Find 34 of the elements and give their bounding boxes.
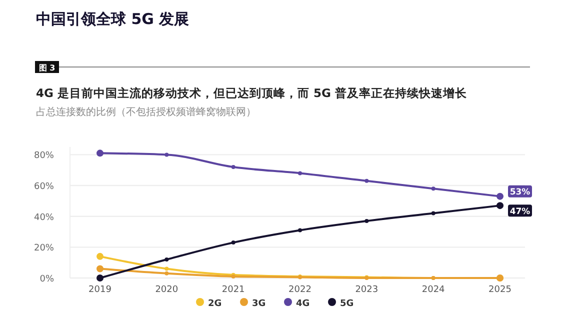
x-tick-label: 2020 bbox=[155, 285, 178, 295]
data-label: 53% bbox=[510, 188, 531, 198]
caption: 图 3 bbox=[38, 64, 56, 72]
x-tick-label: 2021 bbox=[222, 285, 245, 295]
legend-label: 5G bbox=[340, 299, 354, 309]
point bbox=[231, 240, 236, 245]
x-tick-label: 2024 bbox=[422, 285, 446, 295]
point bbox=[431, 186, 436, 191]
point bbox=[164, 152, 169, 157]
point bbox=[298, 228, 302, 232]
point bbox=[364, 178, 369, 183]
y-tick-label: 60% bbox=[34, 182, 54, 192]
y-tick-label: 20% bbox=[34, 244, 54, 254]
legend-label: 3G bbox=[252, 299, 266, 309]
x-tick-label: 2019 bbox=[88, 285, 112, 295]
x-tick-label: 2023 bbox=[355, 285, 378, 295]
point bbox=[231, 165, 236, 170]
point bbox=[164, 271, 169, 276]
x-tick-label: 2022 bbox=[288, 285, 312, 295]
legend-label: 4G bbox=[296, 299, 310, 309]
point bbox=[298, 171, 302, 176]
point bbox=[431, 211, 436, 216]
y-tick-label: 80% bbox=[34, 151, 54, 162]
point bbox=[364, 218, 369, 223]
y-tick-label: 40% bbox=[34, 212, 54, 223]
data-label: 47% bbox=[510, 206, 531, 217]
chart-title: 中国引领全球 5G 发展 bbox=[36, 10, 190, 28]
y-axis-title: 占总连接数的比例（不包括授权频谱蜂窝物联网） bbox=[36, 106, 256, 118]
point bbox=[164, 258, 169, 262]
x-tick-label: 2025 bbox=[488, 285, 512, 295]
point bbox=[164, 266, 169, 271]
legend-label: 2G bbox=[208, 299, 222, 309]
y-tick-label: 0% bbox=[40, 274, 54, 284]
chart-subtitle: 4G 是目前中国主流的移动技术，但已达到顶峰，而 5G 普及率正在持续快速增长 bbox=[36, 86, 468, 100]
